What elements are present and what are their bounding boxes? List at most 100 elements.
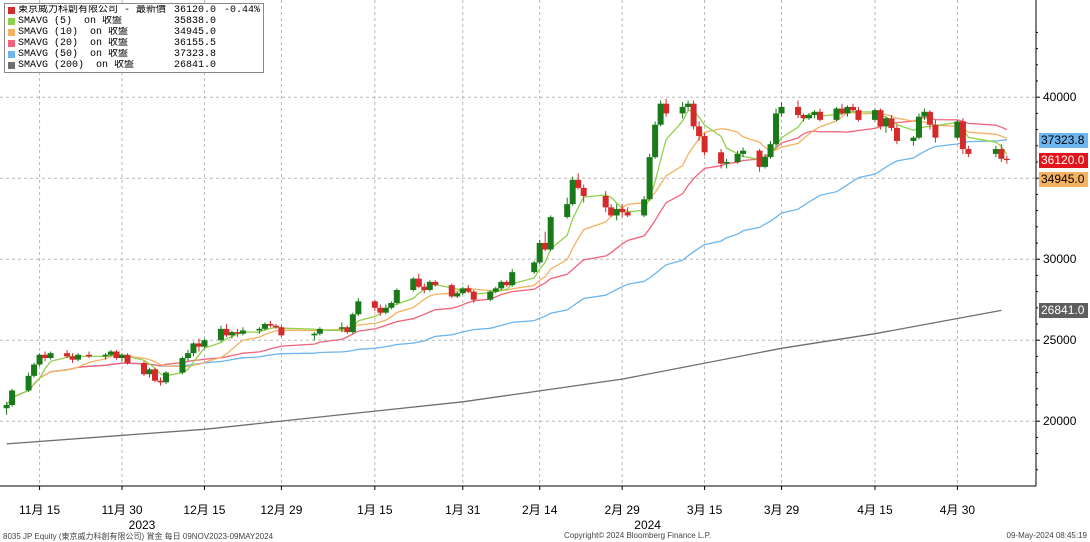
candle-body [3, 405, 10, 409]
candle-body [388, 302, 395, 308]
x-tick-label: 11月 15 [19, 503, 60, 517]
candle-body [498, 281, 505, 289]
candle-body [338, 327, 345, 329]
legend-label: SMAVG (200) on 收盤 [18, 60, 135, 71]
candle-body [64, 353, 71, 357]
legend-label: SMAVG (50) on 收盤 [18, 49, 129, 60]
candle-body [25, 375, 32, 391]
candle-body [278, 327, 285, 336]
candle-body [932, 124, 939, 138]
year-label: 2023 [129, 518, 156, 532]
candle-body [75, 354, 82, 360]
x-tick-label: 3月 15 [687, 503, 723, 517]
x-tick-label: 1月 15 [357, 503, 393, 517]
candle-body [624, 212, 631, 216]
candle-body [432, 281, 439, 286]
footer-timestamp: 09-May-2024 08:45:19 [1006, 531, 1088, 540]
x-tick-label: 3月 29 [764, 503, 800, 517]
candle-body [311, 333, 318, 336]
candle-body [465, 288, 472, 292]
candle-body [795, 106, 802, 116]
x-tick-label: 2月 14 [522, 503, 558, 517]
candle-body [575, 179, 582, 188]
legend-value: 36155.5 [173, 38, 216, 49]
legend-change: -0.44% [224, 5, 261, 16]
x-tick-label: 4月 30 [940, 503, 976, 517]
candle-body [778, 106, 785, 114]
legend-label: SMAVG (5) on 收盤 [18, 16, 123, 27]
candle-body [685, 103, 692, 107]
legend-value: 34945.0 [173, 27, 216, 38]
value-tag: 36120.0 [1039, 152, 1088, 168]
candle-body [696, 126, 703, 137]
candle-body [113, 351, 120, 359]
candle-body [926, 111, 933, 125]
candle-body [542, 243, 549, 250]
candle-body [701, 136, 708, 153]
legend-label: SMAVG (20) on 收盤 [18, 38, 129, 49]
candle-body [201, 340, 208, 347]
legend-value: 35838.0 [173, 16, 216, 27]
candle-body [723, 162, 730, 164]
candle-body [833, 108, 840, 120]
legend-item-sma50: SMAVG (50) on 收盤 37323.8 [8, 49, 260, 60]
x-tick-label: 12月 15 [183, 503, 225, 517]
candle-body [151, 369, 158, 381]
candle-body [679, 106, 686, 114]
candle-body [223, 328, 230, 336]
legend-value: 37323.8 [173, 49, 216, 60]
candle-body [415, 278, 422, 287]
candle-body [162, 372, 169, 383]
footer-copyright: Copyright© 2024 Bloomberg Finance L.P. [564, 531, 712, 540]
candle-body [740, 150, 747, 154]
candle-body [536, 243, 543, 263]
candle-body [877, 110, 884, 127]
candle-body [509, 272, 516, 286]
candle-body [217, 328, 224, 341]
candle-body [371, 301, 378, 308]
legend-swatch [8, 18, 15, 25]
value-tag: 26841.0 [1039, 302, 1088, 318]
candle-body [157, 380, 164, 383]
candle-body [410, 278, 417, 290]
legend-item-sma5: SMAVG (5) on 收盤 35838.0 [8, 16, 260, 27]
candle-body [844, 106, 851, 114]
candle-body [762, 157, 769, 167]
candle-body [9, 390, 16, 405]
candle-body [267, 324, 274, 326]
candle-body [756, 150, 763, 167]
candle-body [652, 124, 659, 158]
candle-body [195, 343, 202, 347]
candle-body [734, 153, 741, 162]
legend-value: 36120.0 [173, 5, 216, 16]
legend-swatch [8, 51, 15, 58]
chart-legend: 東京威力科創有限公司 - 最新價 36120.0 -0.44% SMAVG (5… [4, 3, 265, 73]
candle-body [1003, 158, 1010, 161]
candle-body [564, 204, 571, 218]
candle-body [954, 121, 961, 138]
candle-body [503, 281, 510, 286]
candle-body [646, 157, 653, 200]
candle-body [811, 111, 818, 116]
candle-body [492, 288, 499, 292]
candle-body [767, 144, 774, 158]
candle-body [547, 217, 554, 250]
candle-body [184, 353, 191, 359]
series-line-sma200 [6, 309, 1002, 445]
candle-body [234, 332, 241, 334]
candle-body [613, 208, 620, 216]
candle-body [921, 111, 928, 117]
candle-body [910, 137, 917, 141]
candle-body [146, 369, 153, 375]
x-tick-label: 4月 15 [857, 503, 893, 517]
year-label: 2024 [634, 518, 661, 532]
legend-item-sma200: SMAVG (200) on 收盤 26841.0 [8, 60, 260, 71]
candle-body [806, 115, 813, 119]
candle-body [426, 281, 433, 290]
x-tick-label: 11月 30 [101, 503, 142, 517]
series-line-sma20 [6, 116, 1008, 406]
y-tick-label: 40000 [1043, 90, 1077, 104]
series-line-sma5 [6, 109, 1008, 406]
candle-body [838, 108, 845, 114]
